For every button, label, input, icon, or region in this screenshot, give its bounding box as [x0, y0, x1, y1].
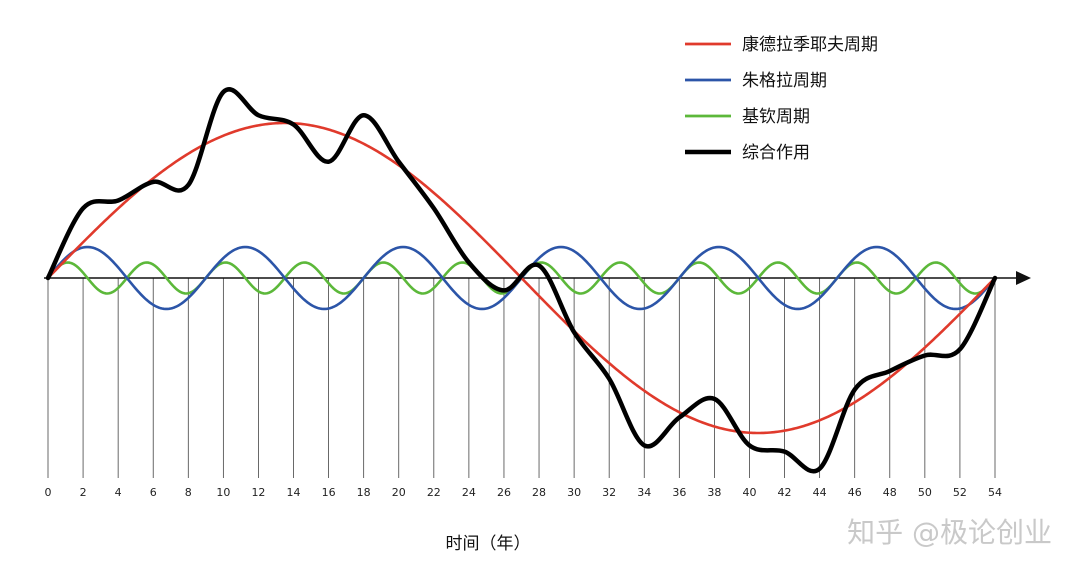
- x-tick-label: 0: [45, 486, 52, 499]
- x-axis: [44, 271, 1031, 285]
- x-tick-label: 4: [115, 486, 122, 499]
- x-tick-label: 12: [251, 486, 265, 499]
- x-tick-label: 54: [988, 486, 1002, 499]
- x-tick-label: 42: [778, 486, 792, 499]
- x-axis-label: 时间（年）: [446, 534, 531, 554]
- x-tick-label: 28: [532, 486, 546, 499]
- x-tick-label: 2: [80, 486, 87, 499]
- x-tick-label: 24: [462, 486, 476, 499]
- x-tick-label: 8: [185, 486, 192, 499]
- x-tick-label: 14: [287, 486, 301, 499]
- x-tick-label: 48: [883, 486, 897, 499]
- x-tick-label: 46: [848, 486, 862, 499]
- black-combined-series: [45, 87, 998, 474]
- x-tick-label: 44: [813, 486, 827, 499]
- x-tick-label: 50: [918, 486, 932, 499]
- x-tick-label: 16: [322, 486, 336, 499]
- x-tick-label: 34: [637, 486, 651, 499]
- x-tick-label: 10: [216, 486, 230, 499]
- legend-label: 朱格拉周期: [742, 71, 827, 91]
- x-tick-label: 38: [707, 486, 721, 499]
- x-tick-label: 36: [672, 486, 686, 499]
- x-tick-label: 26: [497, 486, 511, 499]
- legend-label: 康德拉季耶夫周期: [742, 35, 878, 55]
- legend-label: 基钦周期: [742, 107, 810, 127]
- series-group: [45, 87, 998, 474]
- x-tick-label: 6: [150, 486, 157, 499]
- x-tick-label: 30: [567, 486, 581, 499]
- x-tick-label: 32: [602, 486, 616, 499]
- legend-label: 综合作用: [742, 143, 810, 163]
- watermark: 知乎 @极论创业: [847, 516, 1052, 549]
- vertical-grid-lines: [47, 278, 996, 478]
- x-tick-label: 40: [742, 486, 756, 499]
- x-tick-label: 18: [357, 486, 371, 499]
- x-axis-arrow: [1016, 271, 1031, 285]
- x-tick-label: 52: [953, 486, 967, 499]
- x-tick-label: 20: [392, 486, 406, 499]
- x-tick-labels: 0 2 4 6 8 10 12 14 16 18 20 22 24 26 28 30 32 34 36 38 40 42 4…: [45, 486, 1003, 499]
- x-tick-label: 22: [427, 486, 441, 499]
